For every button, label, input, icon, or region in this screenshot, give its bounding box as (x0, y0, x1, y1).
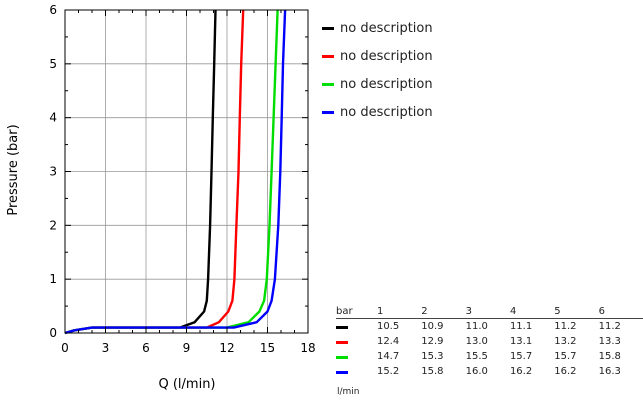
x-tick-label: 3 (102, 341, 110, 355)
table-cell: 16.0 (465, 366, 488, 377)
table-cell: 11.1 (509, 321, 533, 332)
table-row-swatch (336, 356, 348, 359)
legend-item: no description (322, 14, 433, 42)
table-header-row: bar 1 2 3 4 5 6 (336, 305, 643, 319)
table-cell: 15.7 (554, 351, 577, 362)
y-axis-label: Pressure (bar) (6, 124, 21, 215)
y-tick-label: 3 (49, 165, 57, 179)
table-cell: 15.2 (376, 366, 400, 377)
x-tick-label: 15 (260, 341, 275, 355)
table-header-cell: 5 (554, 305, 599, 319)
table-cell: 13.0 (465, 336, 488, 347)
table-cell: 13.2 (554, 336, 577, 347)
table-header-cell: 3 (465, 305, 510, 319)
x-axis-label: Q (l/min) (158, 377, 215, 392)
table-cell: 15.5 (465, 351, 488, 362)
legend-label: no description (340, 76, 433, 92)
table-row: 15.2 15.8 16.0 16.2 16.2 16.3 (336, 364, 643, 379)
table-cell: 15.8 (421, 366, 444, 377)
flow-table: bar 1 2 3 4 5 6 10.5 10.9 11.0 11.1 11.2… (336, 305, 643, 379)
table-row: 14.7 15.3 15.5 15.7 15.7 15.8 (336, 349, 643, 364)
table-cell: 10.9 (421, 321, 444, 332)
table-cell: 16.3 (598, 366, 621, 377)
legend: no description no description no descrip… (322, 14, 433, 126)
table-cell: 13.3 (598, 336, 621, 347)
x-tick-label: 12 (219, 341, 234, 355)
legend-swatch (322, 54, 334, 58)
table-row: 12.4 12.9 13.0 13.1 13.2 13.3 (336, 334, 643, 349)
table-cell: 11.0 (465, 321, 488, 332)
table-cell: 13.1 (509, 336, 533, 347)
x-tick-label: 0 (61, 341, 69, 355)
x-tick-label: 6 (142, 341, 150, 355)
grid (65, 10, 308, 333)
legend-swatch (322, 110, 334, 114)
y-tick-label: 0 (49, 326, 57, 340)
legend-item: no description (322, 42, 433, 70)
table-cell: 15.8 (598, 351, 621, 362)
y-tick-label: 5 (49, 57, 57, 71)
table-row-swatch (336, 341, 348, 344)
y-tick-label: 4 (49, 111, 57, 125)
table-cell: 15.3 (421, 351, 444, 362)
legend-swatch (322, 82, 334, 86)
y-tick-label: 1 (49, 272, 57, 286)
y-tick-label: 6 (49, 3, 57, 17)
table-unit-label: l/min (337, 387, 360, 397)
series-lines (64, 9, 287, 335)
table-row: 10.5 10.9 11.0 11.1 11.2 11.2 (336, 319, 643, 335)
legend-item: no description (322, 98, 433, 126)
legend-label: no description (340, 20, 433, 36)
table-cell: 16.2 (554, 366, 577, 377)
y-tick-label: 2 (49, 218, 57, 232)
table-cell: 11.2 (554, 321, 577, 332)
table-header-cell: 6 (598, 305, 643, 319)
table-cell: 14.7 (376, 351, 400, 362)
x-tick-label: 9 (183, 341, 191, 355)
legend-item: no description (322, 70, 433, 98)
table-cell: 16.2 (509, 366, 533, 377)
table-cell: 12.4 (376, 336, 400, 347)
table-header-cell: 4 (509, 305, 555, 319)
table-cell: 12.9 (421, 336, 444, 347)
table-header-cell: 1 (376, 305, 422, 319)
legend-label: no description (340, 48, 433, 64)
table-cell: 11.2 (598, 321, 621, 332)
table-cell: 15.7 (509, 351, 533, 362)
table-row-swatch (336, 371, 348, 374)
x-tick-label: 18 (300, 341, 315, 355)
table-header-cell: 2 (421, 305, 466, 319)
series-line-4 (64, 9, 287, 335)
legend-swatch (322, 26, 334, 30)
legend-label: no description (340, 104, 433, 120)
table-cell: 10.5 (376, 321, 400, 332)
table-row-swatch (336, 326, 348, 329)
table-header-unit: bar (336, 305, 377, 319)
